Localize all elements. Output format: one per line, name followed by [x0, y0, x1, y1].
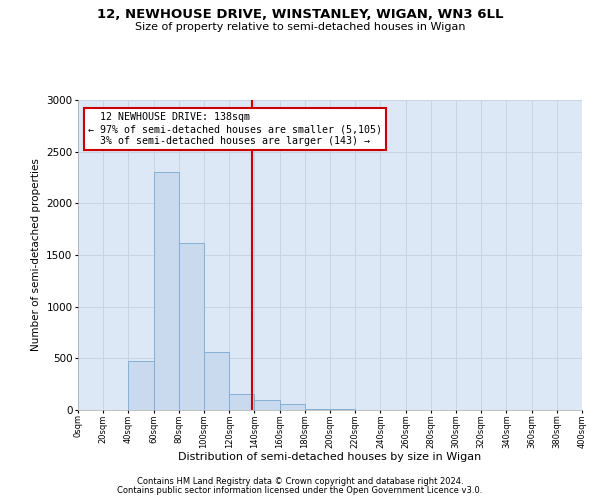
Bar — [154, 172, 179, 410]
Bar — [305, 409, 330, 410]
Y-axis label: Number of semi-detached properties: Number of semi-detached properties — [31, 158, 41, 352]
Bar — [128, 362, 154, 410]
Text: Distribution of semi-detached houses by size in Wigan: Distribution of semi-detached houses by … — [178, 452, 482, 462]
Bar — [229, 394, 254, 410]
Text: Size of property relative to semi-detached houses in Wigan: Size of property relative to semi-detach… — [135, 22, 465, 32]
Bar — [280, 404, 305, 410]
Text: Contains HM Land Registry data © Crown copyright and database right 2024.: Contains HM Land Registry data © Crown c… — [137, 477, 463, 486]
Text: Contains public sector information licensed under the Open Government Licence v3: Contains public sector information licen… — [118, 486, 482, 495]
Text: 12, NEWHOUSE DRIVE, WINSTANLEY, WIGAN, WN3 6LL: 12, NEWHOUSE DRIVE, WINSTANLEY, WIGAN, W… — [97, 8, 503, 20]
Bar — [179, 242, 204, 410]
Text: 12 NEWHOUSE DRIVE: 138sqm
← 97% of semi-detached houses are smaller (5,105)
  3%: 12 NEWHOUSE DRIVE: 138sqm ← 97% of semi-… — [88, 112, 382, 146]
Bar — [204, 352, 229, 410]
Bar — [254, 400, 280, 410]
